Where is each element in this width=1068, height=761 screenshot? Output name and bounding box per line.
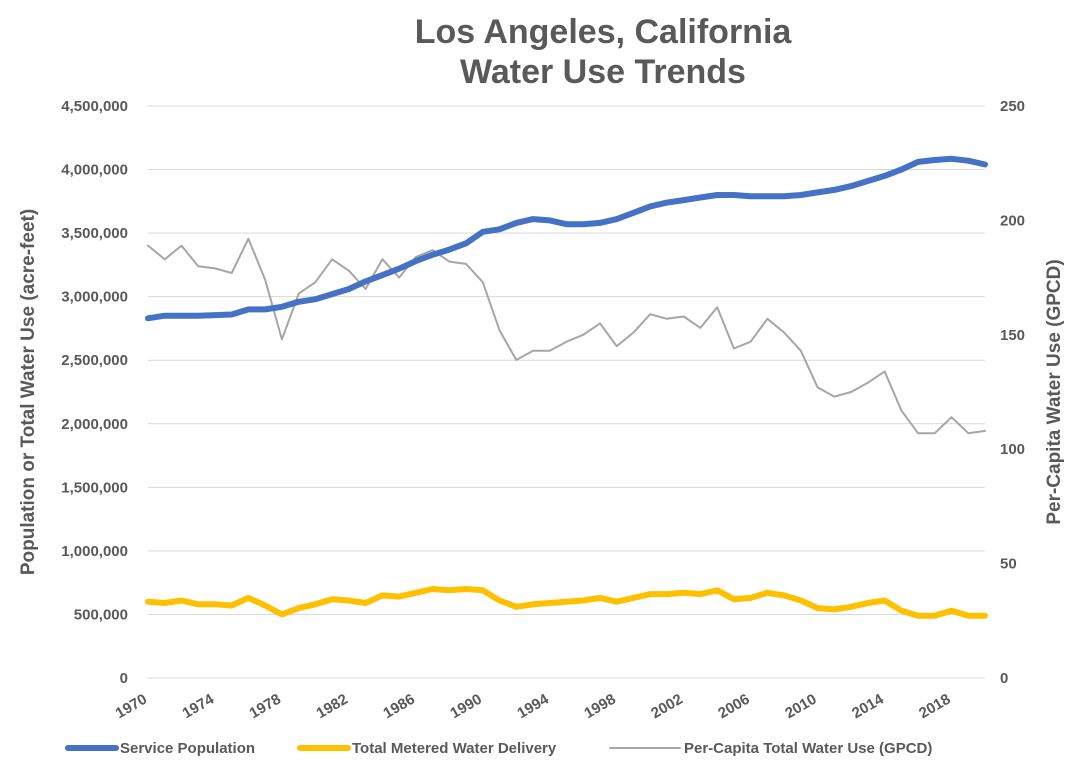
left-tick-label: 2,500,000 — [61, 352, 128, 369]
per-capita-total-water-use-gpcd-line — [147, 237, 986, 435]
left-tick-label: 0 — [120, 670, 128, 687]
right-tick-label: 50 — [1000, 556, 1017, 573]
right-tick-label: 150 — [1000, 327, 1025, 344]
total-metered-water-delivery-line — [145, 586, 988, 619]
left-tick-label: 500,000 — [74, 606, 128, 623]
x-tick-label: 2002 — [648, 691, 685, 722]
left-axis-ticks: 0 500,000 1,000,000 1,500,000 2,000,000 2,500… — [61, 98, 128, 687]
right-tick-label: 0 — [1000, 670, 1008, 687]
x-tick-label: 1998 — [581, 691, 618, 722]
left-axis-label: Population or Total Water Use (acre-feet… — [18, 209, 39, 575]
chart-title-line: Water Use Trends — [460, 53, 746, 91]
x-tick-label: 1974 — [180, 690, 218, 722]
right-tick-label: 250 — [1000, 98, 1025, 115]
x-tick-label: 1994 — [514, 690, 552, 722]
right-tick-label: 200 — [1000, 212, 1025, 229]
left-tick-label: 4,000,000 — [61, 162, 128, 179]
left-tick-label: 3,500,000 — [61, 225, 128, 242]
x-tick-label: 2006 — [715, 691, 752, 722]
x-tick-label: 2010 — [782, 691, 819, 722]
legend-label: Total Metered Water Delivery — [352, 740, 557, 757]
x-tick-label: 1978 — [247, 691, 284, 722]
chart-title-line: Los Angeles, California — [415, 13, 793, 51]
legend-label: Per-Capita Total Water Use (GPCD) — [684, 740, 932, 757]
x-tick-label: 1970 — [113, 691, 150, 722]
right-axis-label: Per-Capita Water Use (GPCD) — [1044, 259, 1065, 524]
left-tick-label: 1,500,000 — [61, 479, 128, 496]
legend-label: Service Population — [120, 740, 255, 757]
left-tick-label: 2,000,000 — [61, 416, 128, 433]
series-lines — [145, 155, 988, 619]
x-axis-ticks: 1970 1974 1978 1982 1986 1990 1994 1998 2002 2006… — [113, 690, 954, 722]
legend: Service Population Total Metered Water De… — [65, 740, 932, 757]
x-tick-label: 2014 — [849, 690, 887, 722]
x-tick-label: 2018 — [916, 691, 953, 722]
left-tick-label: 3,000,000 — [61, 289, 128, 306]
x-tick-label: 1990 — [447, 691, 484, 722]
right-tick-label: 100 — [1000, 441, 1025, 458]
right-axis-ticks: 0 50 100 150 200 250 — [1000, 98, 1025, 687]
service-population-line — [145, 155, 988, 322]
left-tick-label: 4,500,000 — [61, 98, 128, 115]
left-tick-label: 1,000,000 — [61, 543, 128, 560]
x-tick-label: 1986 — [380, 691, 417, 722]
x-tick-label: 1982 — [313, 691, 350, 722]
gridlines — [148, 105, 985, 679]
